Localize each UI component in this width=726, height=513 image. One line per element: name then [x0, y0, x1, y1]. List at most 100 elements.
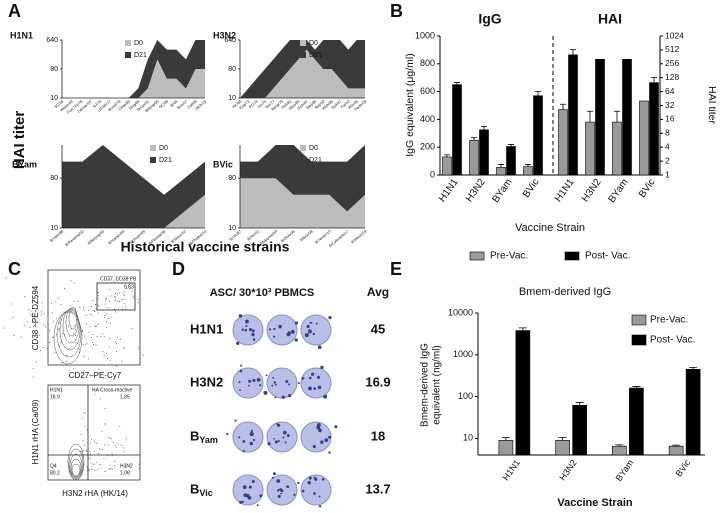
spot — [278, 324, 282, 329]
spot — [294, 338, 298, 342]
event-dot — [107, 455, 109, 457]
bar — [479, 129, 489, 176]
event-dot — [70, 305, 72, 307]
event-dot — [82, 449, 84, 451]
event-dot — [92, 299, 94, 301]
contour — [68, 448, 84, 480]
spot — [272, 472, 276, 476]
event-dot — [84, 412, 86, 414]
event-dot — [95, 325, 97, 327]
spot — [251, 329, 255, 333]
event-dot — [75, 329, 77, 331]
event-dot — [132, 297, 134, 299]
y2-tick-label: 1024 — [665, 30, 684, 40]
well — [300, 367, 332, 399]
flow-plot-top: CD27, CD38 PB 9.63 CD38 –PE-DZ594 CD27–P… — [31, 269, 141, 380]
event-dot — [138, 467, 140, 469]
error-bar — [570, 49, 576, 55]
spot — [313, 492, 316, 495]
event-dot — [103, 336, 105, 338]
event-dot — [114, 308, 116, 310]
spot — [273, 381, 276, 384]
event-dot — [142, 355, 144, 357]
event-dot — [81, 451, 83, 453]
spot — [249, 431, 254, 436]
spot — [286, 434, 290, 438]
quadrant-label: H3N2 — [120, 463, 133, 469]
event-dot — [95, 308, 97, 310]
event-dot — [108, 279, 110, 281]
event-dot — [108, 468, 110, 470]
legend-label: D21 — [134, 52, 147, 59]
spot — [239, 500, 243, 504]
event-dot — [111, 453, 113, 455]
y-tick-label: 640 — [224, 37, 236, 44]
spot — [263, 390, 268, 395]
well — [232, 421, 264, 453]
event-dot — [88, 470, 90, 472]
spot — [248, 384, 250, 387]
plot-frame — [47, 269, 141, 366]
spot — [288, 383, 291, 386]
event-dot — [104, 300, 106, 302]
event-dot — [108, 444, 110, 446]
event-dot — [90, 462, 92, 464]
event-dot — [100, 468, 102, 470]
event-dot — [99, 463, 101, 465]
error-bar — [615, 444, 624, 447]
error-bar — [471, 137, 477, 141]
y-tick-label: 1000 — [453, 349, 473, 359]
y-tick-label: 600 — [420, 86, 435, 96]
event-dot — [60, 319, 62, 321]
y-axis-label: IgG equivalent (μg/ml) — [404, 53, 416, 157]
spot — [309, 376, 312, 380]
y-tick-label: 10000 — [448, 307, 473, 317]
event-dot — [63, 311, 65, 313]
event-dot — [103, 354, 105, 356]
panel-label: D — [172, 259, 185, 279]
spot — [246, 493, 250, 498]
event-dot — [28, 308, 30, 310]
chart-title: Bmem-derived IgG — [519, 286, 611, 298]
error-bar — [614, 110, 620, 123]
spot — [226, 432, 229, 436]
contour — [68, 306, 78, 330]
event-dot — [68, 369, 70, 371]
bar — [595, 59, 605, 176]
event-dot — [138, 463, 140, 465]
event-dot — [94, 311, 96, 313]
y-axis-label: CD38 –PE-DZ594 — [31, 285, 40, 350]
x-axis-label: Historical vaccine strains — [121, 239, 290, 255]
table-header: ASC/ 30*10³ PBMCS — [210, 287, 315, 299]
event-dot — [89, 453, 91, 455]
spot — [239, 369, 243, 373]
event-dot — [123, 451, 125, 453]
legend-label: D0 — [134, 40, 143, 47]
spot — [271, 476, 274, 479]
event-dot — [95, 344, 97, 346]
event-dot — [30, 315, 32, 317]
spot — [284, 441, 287, 444]
event-dot — [88, 331, 90, 333]
event-dot — [138, 347, 140, 349]
error-bar — [454, 82, 460, 85]
event-dot — [122, 308, 124, 310]
spot — [238, 314, 243, 318]
y-tick-label: 80 — [228, 175, 236, 182]
quadrant-value: 16.9 — [50, 394, 60, 400]
spot — [250, 429, 254, 433]
error-bar — [498, 164, 504, 168]
event-dot — [121, 299, 123, 301]
row-label-sub: Yam — [199, 435, 218, 445]
event-dot — [94, 393, 96, 395]
event-dot — [124, 298, 126, 300]
legend-label: D21 — [309, 52, 322, 59]
event-dot — [108, 300, 110, 302]
event-dot — [75, 341, 77, 343]
spot — [249, 441, 254, 446]
error-bar — [587, 110, 593, 123]
spot — [318, 495, 321, 498]
spot — [252, 378, 256, 382]
y2-tick-label: 8 — [665, 128, 670, 138]
legend-label: D0 — [309, 145, 318, 152]
